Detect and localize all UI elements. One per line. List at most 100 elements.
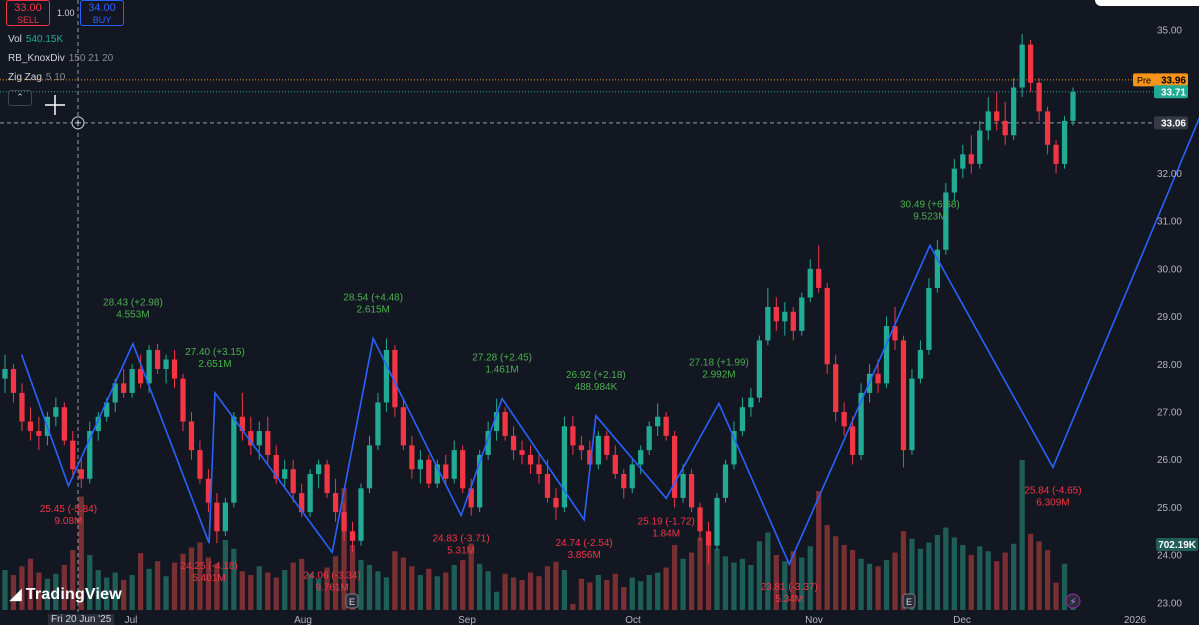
candle xyxy=(705,521,712,565)
candle-body xyxy=(324,464,330,494)
candle-body xyxy=(36,431,42,436)
candle-body xyxy=(739,407,746,432)
price-axis[interactable]: 35.0034.0033.0032.0031.0030.0029.0028.00… xyxy=(1133,26,1198,610)
volume-bar xyxy=(502,573,508,610)
pre-label-bg xyxy=(1133,73,1155,87)
time-axis[interactable]: Jul Aug Sep Oct Nov Dec 2026 E E ⚡ xyxy=(125,593,1147,625)
candle xyxy=(409,435,415,479)
candle-body xyxy=(671,435,678,498)
swing-label-volume: 2.651M xyxy=(198,359,231,370)
candle-body xyxy=(19,392,25,422)
legend-collapse-button[interactable]: ⌃ xyxy=(8,90,32,106)
sell-button[interactable]: 33.00 SELL xyxy=(6,0,50,26)
price-tick-label: 27.00 xyxy=(1157,407,1182,418)
candle xyxy=(307,469,313,517)
candle-body xyxy=(214,502,220,532)
volume-bar xyxy=(163,576,169,610)
candle-body xyxy=(688,474,695,508)
legend-zigzag[interactable]: Zig Zag 5 10 xyxy=(8,72,65,83)
candle xyxy=(87,421,93,484)
candle xyxy=(561,416,568,513)
swing-label-volume: 5.401M xyxy=(192,573,225,584)
candle xyxy=(527,445,534,475)
volume-bar xyxy=(282,570,288,610)
candle xyxy=(968,135,974,174)
volume-bar xyxy=(951,537,957,610)
volume-bar xyxy=(78,496,84,610)
volume-bar xyxy=(790,551,796,610)
volume-bar xyxy=(154,561,161,610)
volume-bar xyxy=(36,572,42,610)
candle xyxy=(731,421,737,470)
volume-bar xyxy=(375,571,381,610)
tradingview-logo[interactable]: ◢ TradingView xyxy=(10,585,122,604)
candle-body xyxy=(519,450,525,455)
volume-bar xyxy=(392,551,398,610)
candle-body xyxy=(366,445,373,489)
legend-volume[interactable]: Vol 540.15K xyxy=(8,34,63,45)
volume-bar xyxy=(663,567,669,610)
volume-bar xyxy=(638,581,644,610)
volume-bar xyxy=(866,563,873,610)
candle-body xyxy=(205,478,212,503)
candle-body xyxy=(527,454,534,465)
candle xyxy=(341,502,347,541)
legend-knoxdiv[interactable]: RB_KnoxDiv 150 21 20 xyxy=(8,53,113,64)
volume-bar xyxy=(773,555,779,610)
candle-body xyxy=(349,531,356,541)
volume-bar xyxy=(688,552,695,610)
volume-bar xyxy=(61,565,67,610)
time-tick-label: Jul xyxy=(125,615,138,625)
sell-price: 33.00 xyxy=(14,2,42,14)
candle xyxy=(799,292,805,336)
candle-body xyxy=(1036,82,1042,112)
crosshair-price-tag-text: 33.06 xyxy=(1161,118,1186,129)
candle xyxy=(765,287,771,346)
candle-body xyxy=(816,268,822,288)
swing-label: 25.19 (-1.72)1.84M xyxy=(638,516,695,539)
candle-body xyxy=(273,454,279,479)
swing-label: 28.54 (+4.48)2.615M xyxy=(343,292,403,315)
volume-bar xyxy=(443,572,449,610)
top-right-panel xyxy=(1095,0,1199,6)
volume-bar xyxy=(858,558,864,610)
candle-body xyxy=(807,268,813,298)
time-tick-label: Sep xyxy=(458,615,476,625)
crosshair-price-tag: 33.06 xyxy=(1154,116,1188,130)
candle-body xyxy=(434,464,440,484)
candle-body xyxy=(900,340,907,451)
candle-body xyxy=(282,469,288,479)
candle xyxy=(519,440,525,465)
swing-label: 30.49 (+6.68)9.523M xyxy=(900,199,960,222)
volume-bar xyxy=(807,546,813,610)
volume-bar xyxy=(180,553,186,610)
volume-bar xyxy=(510,577,517,610)
volume-bar xyxy=(315,578,322,610)
candle xyxy=(36,416,42,451)
volume-bar xyxy=(595,575,601,610)
candle-body xyxy=(188,421,195,451)
swing-label-volume: 488.984K xyxy=(574,382,617,393)
candle xyxy=(434,459,440,489)
buy-button[interactable]: 34.00 BUY xyxy=(80,0,124,26)
candle-body xyxy=(731,431,737,465)
volume-bar xyxy=(578,578,585,610)
candle-body xyxy=(994,111,1000,121)
volume-bar xyxy=(273,577,279,610)
zigzag-line xyxy=(20,116,1199,567)
candle xyxy=(493,398,500,441)
last-price-tag-text: 33.71 xyxy=(1161,87,1186,98)
crosshair-add-icon xyxy=(71,116,85,130)
volume-bar xyxy=(1011,543,1017,610)
candle-body xyxy=(1061,120,1068,164)
volume-bar xyxy=(985,551,991,610)
swing-label-price: 27.40 (+3.15) xyxy=(185,347,245,358)
candle-body xyxy=(87,431,93,479)
swing-label-volume: 9.523M xyxy=(913,211,946,222)
candle xyxy=(61,402,67,446)
candle xyxy=(849,416,856,465)
candle-body xyxy=(299,493,305,513)
volume-bar xyxy=(646,575,652,610)
candle-body xyxy=(341,512,347,532)
